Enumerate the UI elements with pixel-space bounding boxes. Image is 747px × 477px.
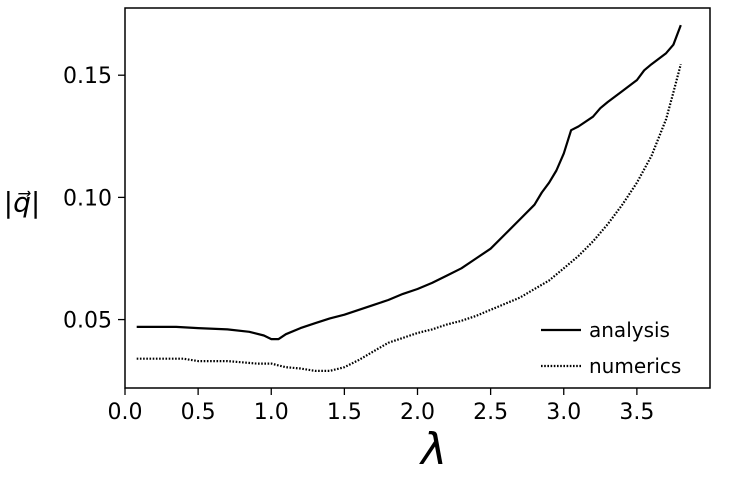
series-line-numerics: [136, 63, 682, 372]
legend-label-analysis: analysis: [589, 318, 670, 342]
y-tick-label: 0.10: [63, 186, 112, 211]
x-axis: 0.0 0.5 1.0 1.5 2.0 2.5 3.0 3.5: [108, 388, 654, 425]
x-axis-label: λ: [419, 424, 447, 472]
x-tick-label: 3.0: [546, 400, 581, 425]
legend-label-numerics: numerics: [589, 354, 681, 378]
y-tick-label: 0.05: [63, 309, 112, 334]
x-tick-label: 2.0: [400, 400, 435, 425]
legend: analysis numerics: [541, 318, 681, 378]
x-tick-label: 0.0: [108, 400, 143, 425]
x-tick-label: 0.5: [181, 400, 216, 425]
series-layer: [136, 24, 682, 372]
x-tick-label: 1.0: [254, 400, 289, 425]
x-tick-label: 3.5: [619, 400, 654, 425]
y-tick-label: 0.15: [63, 64, 112, 89]
x-tick-label: 1.5: [327, 400, 362, 425]
series-line-analysis: [136, 24, 682, 341]
y-axis: 0.05 0.10 0.15: [63, 64, 125, 334]
x-tick-label: 2.5: [473, 400, 508, 425]
y-axis-label: |q⃗|: [4, 186, 41, 219]
